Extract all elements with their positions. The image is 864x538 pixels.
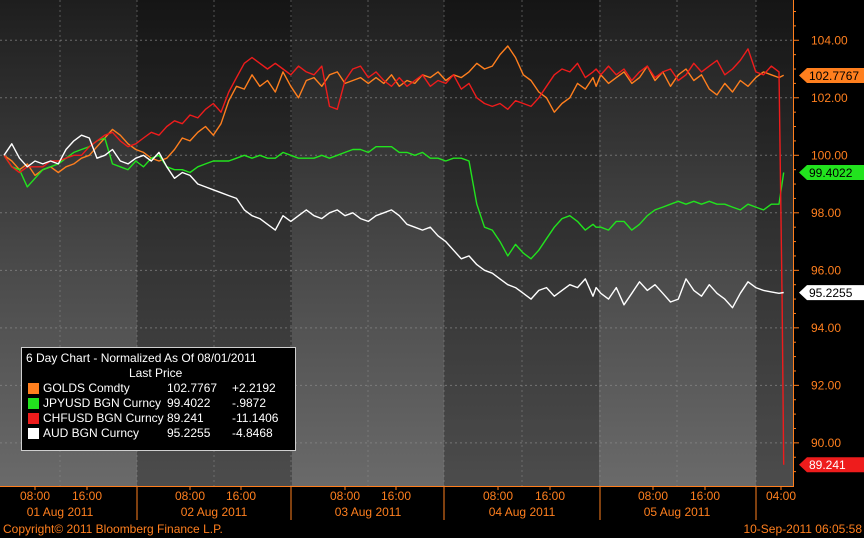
- y-axis: 90.00 92.00 94.00 96.00 98.00 100.00 102.00 104…: [793, 0, 848, 486]
- x-date-label: 01 Aug 2011: [27, 505, 94, 519]
- last-price-tag-label: 99.4022: [809, 166, 853, 180]
- last-price-tag-label: 95.2255: [809, 286, 853, 300]
- last-price-tag-label: 102.7767: [809, 69, 859, 83]
- y-tick-label: 94.00: [811, 321, 841, 335]
- legend-last-price: 99.4022: [167, 396, 211, 410]
- last-price-tag-bg: [799, 67, 864, 83]
- series-line-1: [3, 137, 785, 260]
- timestamp-text: 10-Sep-2011 06:05:58: [743, 522, 862, 536]
- chart-legend: 6 Day Chart - Normalized As Of 08/01/201…: [21, 347, 296, 451]
- legend-change: -11.1406: [232, 411, 279, 425]
- last-price-tags: 102.7767 99.4022 89.241 95.2255: [799, 67, 864, 473]
- x-date-label: 03 Aug 2011: [335, 505, 402, 519]
- legend-change: -4.8468: [232, 426, 273, 440]
- x-tick-label: 08:00: [175, 489, 205, 503]
- x-tick-label: 08:00: [330, 489, 360, 503]
- legend-change: -.9872: [232, 396, 267, 410]
- x-tick-label: 16:00: [381, 489, 411, 503]
- legend-series-name: AUD BGN Curncy: [43, 426, 140, 440]
- legend-entry: CHFUSD BGN Curncy 89.241 -11.1406: [26, 411, 291, 426]
- legend-last-price: 95.2255: [167, 426, 211, 440]
- legend-entry: GOLDS Comdty 102.7767 +2.2192: [26, 381, 291, 396]
- x-tick-label: 08:00: [638, 489, 668, 503]
- x-date-label: 02 Aug 2011: [181, 505, 248, 519]
- y-tick-label: 92.00: [811, 378, 841, 392]
- last-price-tag-label: 89.241: [809, 458, 846, 472]
- series-line-0: [3, 45, 785, 177]
- y-tick-label: 102.00: [811, 91, 848, 105]
- y-tick-label: 90.00: [811, 436, 841, 450]
- y-tick-label: 98.00: [811, 206, 841, 220]
- x-tick-label: 08:00: [20, 489, 50, 503]
- legend-entry: JPYUSD BGN Curncy 99.4022 -.9872: [26, 396, 291, 411]
- legend-entry: AUD BGN Curncy 95.2255 -4.8468: [26, 426, 291, 441]
- last-price-tag-bg: [799, 164, 864, 180]
- legend-last-price: 102.7767: [167, 381, 218, 395]
- x-date-label: 05 Aug 2011: [644, 505, 711, 519]
- last-price-tag-bg: [799, 457, 864, 473]
- legend-title: 6 Day Chart - Normalized As Of 08/01/201…: [26, 351, 257, 365]
- legend-swatch: [28, 413, 39, 424]
- legend-header: Last Price: [129, 366, 183, 380]
- legend-swatch: [28, 383, 39, 394]
- series-line-2: [3, 48, 785, 465]
- x-tick-label: 16:00: [72, 489, 102, 503]
- footer-bar: Copyright© 2011 Bloomberg Finance L.P. 1…: [0, 520, 864, 538]
- x-date-label: 04 Aug 2011: [489, 505, 556, 519]
- x-tick-label: 16:00: [690, 489, 720, 503]
- x-tick-label: 16:00: [535, 489, 565, 503]
- x-tick-label: 08:00: [483, 489, 513, 503]
- legend-series-name: GOLDS Comdty: [43, 381, 130, 395]
- x-tick-label: 16:00: [226, 489, 256, 503]
- price-chart: 90.00 92.00 94.00 96.00 98.00 100.00 102.00 104…: [0, 0, 864, 520]
- legend-last-price: 89.241: [167, 411, 204, 425]
- x-tick-label: 04:00: [766, 489, 796, 503]
- legend-series-name: CHFUSD BGN Curncy: [43, 411, 164, 425]
- chart-series: [3, 45, 785, 465]
- series-line-3: [3, 134, 784, 309]
- x-axis: 08:00 16:00 01 Aug 2011 08:00 16:00 02 Aug 20…: [0, 486, 864, 520]
- y-tick-label: 100.00: [811, 148, 848, 162]
- legend-change: +2.2192: [232, 381, 276, 395]
- legend-series-name: JPYUSD BGN Curncy: [43, 396, 162, 410]
- x-axis-band: [0, 486, 864, 520]
- day-band: [756, 0, 793, 486]
- legend-swatch: [28, 428, 39, 439]
- copyright-text: Copyright© 2011 Bloomberg Finance L.P.: [3, 522, 223, 536]
- y-tick-label: 104.00: [811, 33, 848, 47]
- last-price-tag-bg: [799, 285, 864, 301]
- y-tick-label: 96.00: [811, 263, 841, 277]
- legend-swatch: [28, 398, 39, 409]
